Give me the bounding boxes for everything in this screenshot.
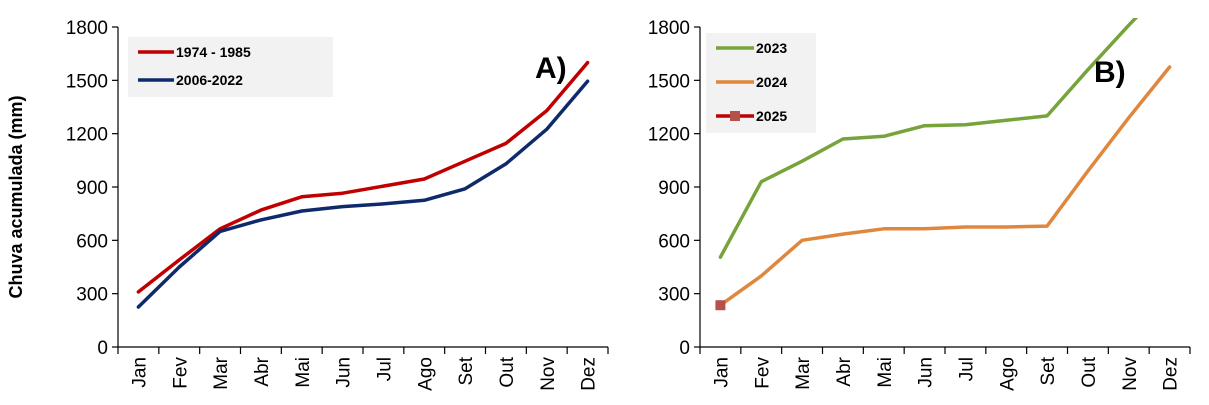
y-tick-label: 1500 [66, 71, 108, 92]
legend-marker [730, 111, 740, 121]
x-tick-label: Mai [293, 357, 314, 388]
series-group [136, 60, 590, 309]
y-tick-label: 300 [76, 285, 108, 306]
y-axis-title: Chuva acumulada (mm) [6, 95, 26, 298]
y-tick-label: 300 [658, 285, 690, 306]
y-tick-label: 1800 [648, 18, 690, 39]
series-group [715, 18, 1172, 311]
x-tick-label: Mai [875, 357, 896, 388]
x-tick-label: Set [456, 356, 477, 385]
y-tick-label: 900 [658, 178, 690, 199]
x-tick-label: Nov [1120, 357, 1141, 391]
legend-label: 2023 [756, 40, 787, 56]
x-tick-label: Jun [916, 357, 937, 388]
x-tick-label: Ago [997, 357, 1018, 391]
x-tick-label: Jul [374, 357, 395, 381]
x-tick-label: Out [497, 356, 518, 387]
data-point-marker [715, 300, 726, 311]
y-tick-label: 0 [679, 338, 690, 359]
y-tick-label: 1200 [66, 125, 108, 146]
x-tick-label: Set [1038, 356, 1059, 385]
x-tick-label: Mar [793, 356, 814, 389]
x-tick-label: Jul [956, 357, 977, 381]
y-tick-label: 900 [76, 178, 108, 199]
y-tick-label: 0 [97, 338, 108, 359]
legend-background [128, 37, 333, 97]
chart-legend: 2023 2024 2025 [706, 33, 816, 133]
x-tick-label: Dez [1161, 357, 1182, 391]
series-line-2024 [718, 65, 1172, 307]
chart-panel-a: 0 300 600 900 1200 1500 1800 Jan Fev Mar Abr Mai Jun… [6, 18, 609, 391]
x-tick-label: Dez [579, 357, 600, 391]
x-tick-label: Jun [334, 357, 355, 388]
legend-label: 2024 [756, 74, 787, 90]
x-tick-label: Jan [711, 357, 732, 388]
panel-label: A) [535, 52, 567, 85]
y-tick-label: 1200 [648, 125, 690, 146]
series-line-2023 [718, 18, 1139, 259]
legend-label: 2006-2022 [176, 72, 243, 88]
series-line-1974-1985 [136, 60, 590, 294]
x-tick-label: Mar [211, 356, 232, 389]
x-tick-label: Abr [252, 356, 273, 386]
y-tick-label: 600 [76, 231, 108, 252]
x-tick-label: Fev [170, 357, 191, 389]
chart-panel-b: 0 300 600 900 1200 1500 1800 Jan Fev Mar Abr Mai Jun… [648, 18, 1191, 391]
x-tick-label: Abr [834, 356, 855, 386]
y-tick-label: 600 [658, 231, 690, 252]
x-tick-label: Ago [415, 357, 436, 391]
panel-label: B) [1094, 56, 1126, 89]
y-tick-label: 1500 [648, 71, 690, 92]
series-line-2006-2022 [136, 79, 590, 309]
x-tick-label: Jan [129, 357, 150, 388]
x-tick-label: Nov [538, 357, 559, 391]
legend-label: 2025 [756, 108, 787, 124]
x-tick-label: Out [1079, 356, 1100, 387]
x-tick-label: Fev [752, 357, 773, 389]
chart-legend: 1974 - 1985 2006-2022 [128, 37, 333, 97]
y-tick-label: 1800 [66, 18, 108, 39]
legend-label: 1974 - 1985 [176, 44, 251, 60]
